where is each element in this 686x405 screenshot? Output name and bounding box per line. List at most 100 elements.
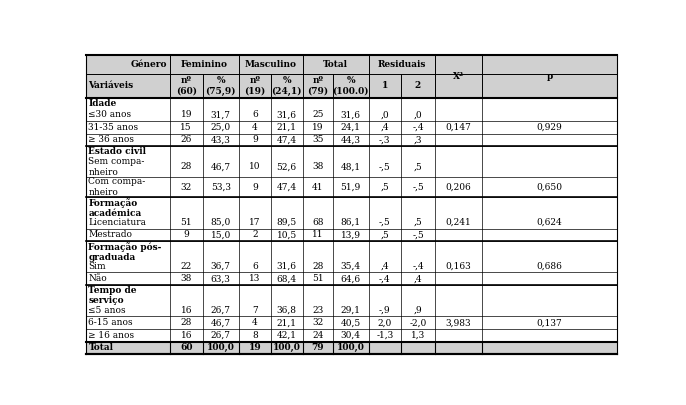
Text: Não: Não <box>88 274 107 283</box>
Text: 79: 79 <box>311 343 324 352</box>
Text: Total: Total <box>323 60 348 69</box>
Text: 7: 7 <box>252 306 258 315</box>
Text: Tempo de
serviço: Tempo de serviço <box>88 286 137 305</box>
Text: nº
(19): nº (19) <box>244 76 265 96</box>
Text: 13: 13 <box>249 274 261 283</box>
Text: 17: 17 <box>249 218 261 227</box>
Text: 23: 23 <box>312 306 323 315</box>
Text: -,5: -,5 <box>412 230 424 239</box>
Text: 2: 2 <box>252 230 258 239</box>
Text: 19: 19 <box>312 123 324 132</box>
Text: 4: 4 <box>252 123 258 132</box>
Text: -,5: -,5 <box>412 183 424 192</box>
Text: 32: 32 <box>180 183 192 192</box>
Text: 24,1: 24,1 <box>341 123 361 132</box>
Text: 31,6: 31,6 <box>341 110 361 119</box>
Text: 60: 60 <box>180 343 193 352</box>
Text: 10,5: 10,5 <box>276 230 297 239</box>
Text: ,3: ,3 <box>414 135 423 145</box>
Text: 24: 24 <box>312 331 324 340</box>
Text: 1: 1 <box>381 81 388 90</box>
Text: 52,6: 52,6 <box>276 162 297 171</box>
Text: ,4: ,4 <box>381 262 389 271</box>
Text: 53,3: 53,3 <box>211 183 230 192</box>
Text: 29,1: 29,1 <box>341 306 361 315</box>
Text: 21,1: 21,1 <box>276 318 297 327</box>
Text: 19: 19 <box>248 343 261 352</box>
Text: -,4: -,4 <box>412 262 424 271</box>
Text: 51: 51 <box>180 218 192 227</box>
Text: 9: 9 <box>183 230 189 239</box>
Text: 22: 22 <box>180 262 192 271</box>
Text: 16: 16 <box>180 331 192 340</box>
Text: 85,0: 85,0 <box>211 218 231 227</box>
Text: 15,0: 15,0 <box>211 230 231 239</box>
Text: ≤30 anos: ≤30 anos <box>88 110 132 119</box>
Text: Estado civil: Estado civil <box>88 147 146 156</box>
Text: 0,650: 0,650 <box>536 183 563 192</box>
Text: Residuais: Residuais <box>377 60 426 69</box>
Text: 10: 10 <box>249 162 261 171</box>
Text: 38: 38 <box>180 274 192 283</box>
Text: 9: 9 <box>252 183 258 192</box>
Text: 64,6: 64,6 <box>341 274 361 283</box>
Text: -,4: -,4 <box>379 274 390 283</box>
Text: 48,1: 48,1 <box>341 162 361 171</box>
Text: -,4: -,4 <box>412 123 424 132</box>
Text: 30,4: 30,4 <box>341 331 361 340</box>
Text: Formação
académica: Formação académica <box>88 198 141 218</box>
Text: -,9: -,9 <box>379 306 390 315</box>
Text: 35: 35 <box>312 135 324 145</box>
Text: 19: 19 <box>180 110 192 119</box>
Text: 89,5: 89,5 <box>276 218 297 227</box>
Text: 13,9: 13,9 <box>341 230 361 239</box>
Text: 31-35 anos: 31-35 anos <box>88 123 139 132</box>
Text: 51,9: 51,9 <box>341 183 361 192</box>
Text: 28: 28 <box>180 318 192 327</box>
Text: Variáveis: Variáveis <box>88 81 134 90</box>
Text: 2,0: 2,0 <box>378 318 392 327</box>
Text: 0,929: 0,929 <box>536 123 563 132</box>
Text: nº
(60): nº (60) <box>176 76 197 96</box>
Text: Género: Género <box>131 60 167 69</box>
Text: 6: 6 <box>252 262 258 271</box>
Text: ,9: ,9 <box>414 306 423 315</box>
Text: -,3: -,3 <box>379 135 390 145</box>
Text: ,4: ,4 <box>381 123 389 132</box>
Text: 0,206: 0,206 <box>446 183 471 192</box>
Text: ,0: ,0 <box>414 110 423 119</box>
Text: 31,7: 31,7 <box>211 110 230 119</box>
Text: 31,6: 31,6 <box>276 262 297 271</box>
Text: %
(100.0): % (100.0) <box>333 76 369 96</box>
Text: 28: 28 <box>180 162 192 171</box>
Text: Total: Total <box>88 343 113 352</box>
Text: ≥ 36 anos: ≥ 36 anos <box>88 135 134 145</box>
Text: 38: 38 <box>312 162 324 171</box>
Text: %
(24,1): % (24,1) <box>272 76 302 96</box>
Text: 26,7: 26,7 <box>211 331 230 340</box>
Text: Com compa-
nheiro: Com compa- nheiro <box>88 177 145 197</box>
Bar <box>86 55 617 98</box>
Text: ,5: ,5 <box>381 230 389 239</box>
Bar <box>86 342 617 354</box>
Text: X²: X² <box>453 72 464 81</box>
Text: ,0: ,0 <box>381 110 389 119</box>
Text: Licenciatura: Licenciatura <box>88 218 146 227</box>
Text: %
(75,9): % (75,9) <box>206 76 236 96</box>
Text: 100,0: 100,0 <box>207 343 235 352</box>
Text: 0,241: 0,241 <box>446 218 471 227</box>
Text: -,5: -,5 <box>379 162 391 171</box>
Text: 25: 25 <box>312 110 324 119</box>
Text: 1,3: 1,3 <box>411 331 425 340</box>
Text: Masculino: Masculino <box>245 60 297 69</box>
Text: Sim: Sim <box>88 262 106 271</box>
Text: p: p <box>547 72 553 81</box>
Text: 8: 8 <box>252 331 258 340</box>
Text: ≤5 anos: ≤5 anos <box>88 306 126 315</box>
Text: Formação pós-
graduada: Formação pós- graduada <box>88 242 162 262</box>
Text: 46,7: 46,7 <box>211 318 231 327</box>
Text: Idade: Idade <box>88 99 117 108</box>
Text: ,5: ,5 <box>381 183 389 192</box>
Text: 43,3: 43,3 <box>211 135 230 145</box>
Text: 47,4: 47,4 <box>276 135 297 145</box>
